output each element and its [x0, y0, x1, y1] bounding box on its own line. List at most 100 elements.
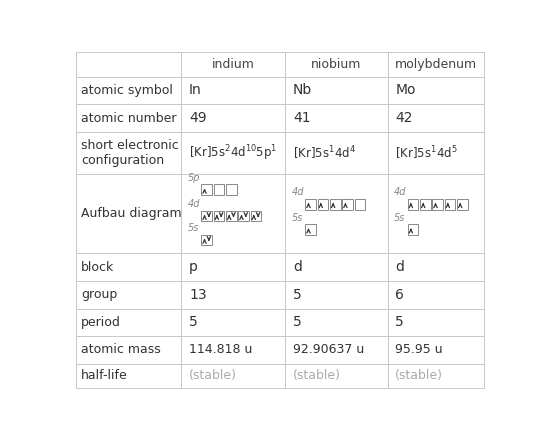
Bar [226, 184, 237, 195]
Text: 95.95 u: 95.95 u [395, 344, 443, 356]
Bar [285, 104, 388, 132]
Bar [388, 336, 484, 364]
Bar [181, 77, 285, 104]
Bar [354, 199, 365, 210]
Text: 4d: 4d [187, 199, 200, 209]
Bar [76, 281, 181, 309]
Text: d: d [395, 260, 404, 274]
Text: short electronic
configuration: short electronic configuration [81, 139, 179, 167]
Text: In: In [189, 83, 201, 97]
Text: 5s: 5s [292, 213, 302, 223]
Bar [285, 77, 388, 104]
Bar [388, 132, 484, 174]
Bar [181, 336, 285, 364]
Bar [201, 211, 212, 221]
Text: 5: 5 [293, 315, 301, 329]
Bar [457, 199, 468, 210]
Bar [305, 199, 316, 210]
Bar [181, 253, 285, 281]
Bar [226, 211, 237, 221]
Text: (stable): (stable) [189, 369, 237, 382]
Bar [305, 224, 316, 235]
Text: indium: indium [212, 58, 254, 71]
Bar [285, 336, 388, 364]
Text: (stable): (stable) [395, 369, 443, 382]
Bar [251, 211, 262, 221]
Bar [388, 281, 484, 309]
Bar [76, 174, 181, 253]
Bar [388, 77, 484, 104]
Bar [285, 364, 388, 388]
Text: 4d: 4d [394, 187, 406, 197]
Bar [181, 309, 285, 336]
Text: [Kr]5s$^2$4d$^{10}$5p$^1$: [Kr]5s$^2$4d$^{10}$5p$^1$ [189, 143, 277, 163]
Text: [Kr]5s$^1$4d$^5$: [Kr]5s$^1$4d$^5$ [395, 144, 458, 162]
Text: Aufbau diagram: Aufbau diagram [81, 207, 182, 220]
Text: 4d: 4d [292, 187, 304, 197]
Text: 92.90637 u: 92.90637 u [293, 344, 364, 356]
Bar [181, 281, 285, 309]
Text: 5s: 5s [394, 213, 405, 223]
Text: p: p [189, 260, 198, 274]
Text: [Kr]5s$^1$4d$^4$: [Kr]5s$^1$4d$^4$ [293, 144, 356, 162]
Text: half-life: half-life [81, 369, 128, 382]
Text: atomic symbol: atomic symbol [81, 84, 173, 97]
Bar [76, 253, 181, 281]
Text: 5: 5 [395, 315, 404, 329]
Bar [213, 184, 224, 195]
Text: 5: 5 [189, 315, 198, 329]
Bar [285, 253, 388, 281]
Text: 5s: 5s [187, 223, 199, 233]
Bar [181, 174, 285, 253]
Bar [76, 104, 181, 132]
Bar [181, 104, 285, 132]
Bar [285, 52, 388, 77]
Text: niobium: niobium [311, 58, 361, 71]
Bar [181, 52, 285, 77]
Bar [420, 199, 431, 210]
Bar [76, 336, 181, 364]
Text: 5p: 5p [187, 173, 200, 183]
Bar [330, 199, 341, 210]
Bar [238, 211, 249, 221]
Bar [432, 199, 443, 210]
Text: block: block [81, 261, 115, 274]
Text: 42: 42 [395, 111, 413, 125]
Bar [213, 211, 224, 221]
Bar [388, 364, 484, 388]
Bar [388, 309, 484, 336]
Text: Nb: Nb [293, 83, 312, 97]
Text: period: period [81, 316, 121, 329]
Bar [76, 52, 181, 77]
Bar [342, 199, 353, 210]
Bar [444, 199, 455, 210]
Bar [201, 235, 212, 245]
Text: molybdenum: molybdenum [395, 58, 477, 71]
Bar [388, 52, 484, 77]
Bar [408, 199, 418, 210]
Text: 13: 13 [189, 288, 206, 302]
Text: 114.818 u: 114.818 u [189, 344, 252, 356]
Bar [285, 281, 388, 309]
Text: atomic mass: atomic mass [81, 344, 161, 356]
Bar [388, 174, 484, 253]
Bar [285, 132, 388, 174]
Text: (stable): (stable) [293, 369, 341, 382]
Text: group: group [81, 288, 117, 301]
Bar [285, 174, 388, 253]
Text: atomic number: atomic number [81, 112, 177, 125]
Bar [408, 224, 418, 235]
Text: 41: 41 [293, 111, 311, 125]
Bar [181, 364, 285, 388]
Text: Mo: Mo [395, 83, 416, 97]
Bar [76, 309, 181, 336]
Bar [181, 132, 285, 174]
Bar [388, 253, 484, 281]
Text: d: d [293, 260, 302, 274]
Text: 6: 6 [395, 288, 404, 302]
Bar [76, 77, 181, 104]
Bar [76, 132, 181, 174]
Bar [76, 364, 181, 388]
Bar [318, 199, 328, 210]
Bar [201, 184, 212, 195]
